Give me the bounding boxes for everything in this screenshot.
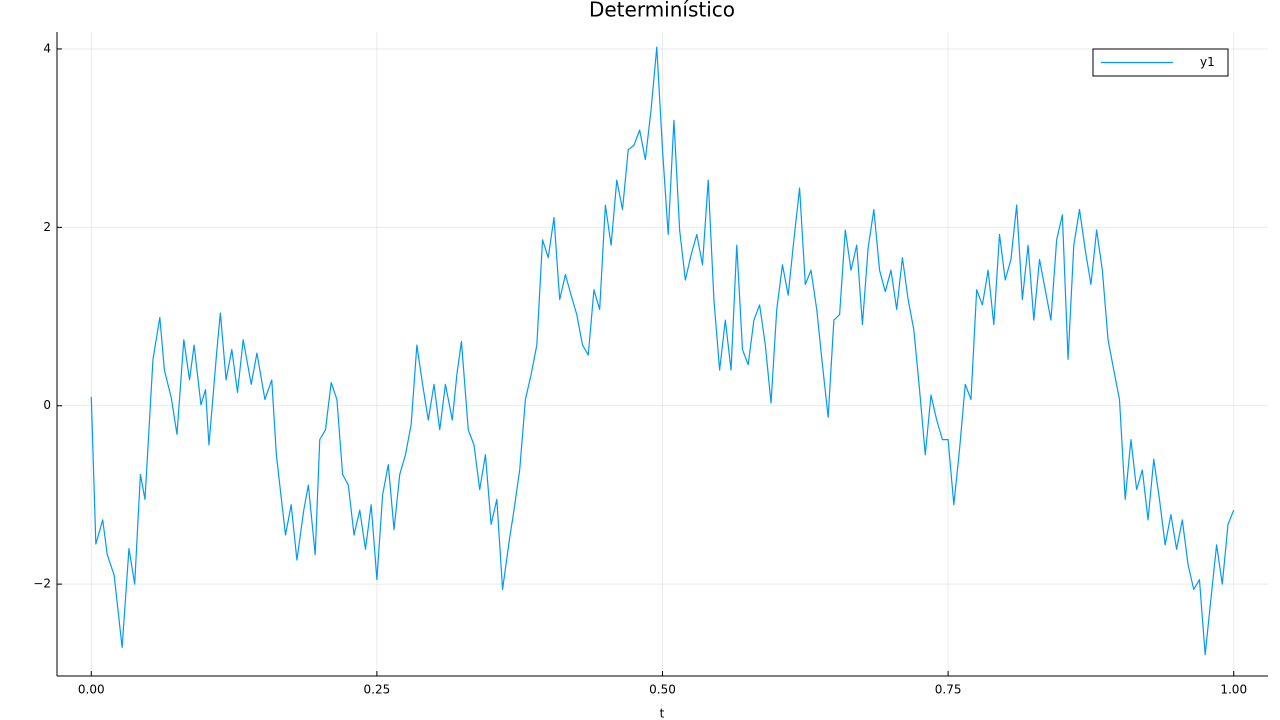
- x-tick-label: 1.00: [1220, 683, 1247, 697]
- legend: y1: [1092, 48, 1229, 77]
- legend-label: y1: [1200, 55, 1215, 69]
- y-tick-label: 2: [43, 220, 51, 234]
- y-tick-label: 4: [43, 41, 51, 55]
- x-tick-label: 0.75: [935, 683, 962, 697]
- x-tick-label: 0.25: [364, 683, 391, 697]
- line: [90, 46, 1235, 656]
- x-tick-label: 0.00: [78, 683, 105, 697]
- chart-title: Determinístico: [589, 0, 735, 22]
- y-tick-label: −2: [33, 577, 51, 591]
- y-tick-label: 0: [43, 398, 51, 412]
- x-axis-label: t: [660, 707, 665, 720]
- x-tick-label: 0.50: [649, 683, 676, 697]
